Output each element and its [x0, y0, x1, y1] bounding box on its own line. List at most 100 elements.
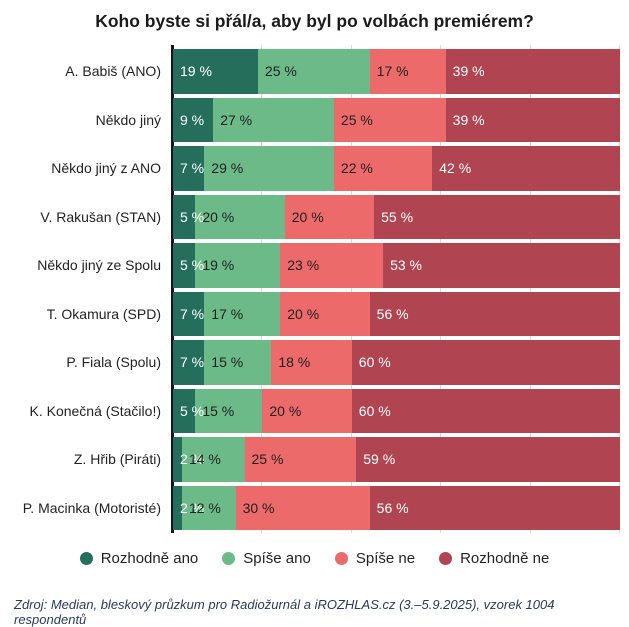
- bar-segment: 25 %: [244, 437, 357, 482]
- bar-segment: 2 %: [173, 437, 204, 482]
- category-label: Někdo jiný: [95, 111, 161, 128]
- value-label: 23 %: [287, 257, 320, 274]
- bar-segment: 29 %: [204, 146, 334, 191]
- legend-color-dot: [222, 552, 236, 565]
- bar-segment: 15 %: [195, 388, 263, 433]
- category-label: P. Macinka (Motoristé): [22, 499, 161, 516]
- stacked-bar: 5 % 15 % 20 % 60 %: [173, 388, 620, 433]
- legend-label: Rozhodně ano: [100, 550, 199, 567]
- stacked-bar: 7 % 29 % 22 % 42 %: [173, 146, 620, 191]
- chart-title: Koho byste si přál/a, aby byl po volbách…: [95, 11, 534, 31]
- value-label: 39 %: [452, 111, 485, 128]
- value-label: 20 %: [202, 208, 235, 225]
- value-label: 56 %: [376, 305, 409, 322]
- value-label: 14 %: [188, 451, 221, 468]
- bar-row: Z. Hřib (Piráti) 2 % 14 % 25 % 59 %: [0, 437, 620, 482]
- bar-segment: 20 %: [280, 291, 370, 336]
- bar-segment: 42 %: [432, 146, 620, 191]
- value-label: 39 %: [452, 63, 485, 80]
- value-label: 15 %: [211, 354, 244, 371]
- value-label: 55 %: [381, 208, 414, 225]
- value-label: 20 %: [291, 208, 324, 225]
- bar-row: Někdo jiný ze Spolu 5 % 19 % 23 % 53 %: [0, 243, 620, 288]
- bar-row: P. Fiala (Spolu) 7 % 15 % 18 % 60 %: [0, 340, 620, 385]
- value-label: 56 %: [376, 499, 409, 516]
- bar-segment: 23 %: [280, 243, 384, 288]
- legend-color-dot: [79, 552, 93, 565]
- value-label: 30 %: [242, 499, 275, 516]
- value-label: 7 %: [180, 160, 205, 177]
- value-label: 5 %: [180, 402, 205, 419]
- bar-segment: 25 %: [257, 49, 370, 94]
- bar-segment: 17 %: [369, 49, 446, 94]
- value-label: 60 %: [358, 402, 391, 419]
- bar-segment: 18 %: [271, 340, 352, 385]
- bar-segment: 17 %: [204, 291, 281, 336]
- value-label: 53 %: [390, 257, 422, 274]
- bar-segment: 14 %: [181, 437, 245, 482]
- stacked-bar-chart: A. Babiš (ANO) 19 % 25 % 17 % 39 % Někdo jiný…: [0, 45, 620, 533]
- bar-segment: 27 %: [213, 97, 334, 142]
- bar-segment: 7 %: [173, 340, 205, 385]
- source-note: Zdroj: Median, bleskový průzkum pro Radi…: [14, 597, 555, 627]
- bar-segment: 19 %: [173, 49, 258, 94]
- value-label: 22 %: [340, 160, 373, 177]
- legend-label: Spíše ano: [243, 550, 311, 567]
- value-label: 19 %: [180, 63, 212, 80]
- bar-segment: 39 %: [445, 97, 620, 142]
- value-label: 19 %: [202, 257, 235, 274]
- value-label: 17 %: [211, 305, 244, 322]
- bar-segment: 30 %: [235, 485, 370, 530]
- bar-segment: 53 %: [383, 243, 620, 288]
- legend-color-dot: [439, 552, 453, 565]
- category-label: T. Okamura (SPD): [46, 305, 161, 322]
- value-label: 12 %: [188, 499, 221, 516]
- bar-segment: 20 %: [262, 388, 352, 433]
- value-label: 2 %: [180, 499, 205, 516]
- bar-rows: A. Babiš (ANO) 19 % 25 % 17 % 39 % Někdo jiný…: [0, 49, 620, 530]
- bar-segment: 9 %: [173, 97, 214, 142]
- value-label: 18 %: [278, 354, 311, 371]
- bar-row: P. Macinka (Motoristé) 2 % 12 % 30 % 56 %: [0, 485, 620, 530]
- category-label: Někdo jiný z ANO: [51, 160, 161, 177]
- bar-segment: 12 %: [181, 485, 236, 530]
- stacked-bar: 9 % 27 % 25 % 39 %: [173, 97, 620, 142]
- stacked-bar: 5 % 19 % 23 % 53 %: [173, 243, 620, 288]
- bar-segment: 59 %: [356, 437, 620, 482]
- category-label: P. Fiala (Spolu): [66, 354, 161, 371]
- stacked-bar: 7 % 15 % 18 % 60 %: [173, 340, 620, 385]
- stacked-bar: 2 % 12 % 30 % 56 %: [173, 485, 620, 530]
- value-label: 20 %: [287, 305, 320, 322]
- category-label: Někdo jiný ze Spolu: [37, 257, 161, 274]
- bar-row: Někdo jiný 9 % 27 % 25 % 39 %: [0, 97, 620, 142]
- bar-segment: 56 %: [369, 291, 620, 336]
- legend-color-dot: [334, 552, 348, 565]
- value-label: 9 %: [180, 111, 205, 128]
- bar-row: T. Okamura (SPD) 7 % 17 % 20 % 56 %: [0, 291, 620, 336]
- bar-segment: 15 %: [204, 340, 272, 385]
- bar-row: A. Babiš (ANO) 19 % 25 % 17 % 39 %: [0, 49, 620, 94]
- bar-segment: 60 %: [351, 388, 620, 433]
- value-label: 42 %: [439, 160, 472, 177]
- legend-item: Rozhodně ano: [79, 550, 199, 567]
- category-label: Z. Hřib (Piráti): [73, 451, 161, 468]
- legend-item: Rozhodně ne: [439, 550, 549, 567]
- bar-segment: 22 %: [333, 146, 433, 191]
- stacked-bar: 19 % 25 % 17 % 39 %: [173, 49, 620, 94]
- bar-segment: 25 %: [333, 97, 446, 142]
- value-label: 60 %: [358, 354, 391, 371]
- bar-row: V. Rakušan (STAN) 5 % 20 % 20 % 55 %: [0, 194, 620, 239]
- value-label: 25 %: [251, 451, 284, 468]
- bar-segment: 39 %: [445, 49, 620, 94]
- bar-segment: 60 %: [351, 340, 620, 385]
- bar-segment: 7 %: [173, 291, 205, 336]
- bar-segment: 7 %: [173, 146, 205, 191]
- category-label: K. Konečná (Stačilo!): [29, 402, 161, 419]
- stacked-bar: 7 % 17 % 20 % 56 %: [173, 291, 620, 336]
- bar-segment: 5 %: [173, 194, 204, 239]
- legend-label: Rozhodně ne: [460, 550, 550, 567]
- value-label: 27 %: [220, 111, 253, 128]
- value-label: 25 %: [264, 63, 297, 80]
- value-label: 7 %: [180, 305, 205, 322]
- value-label: 2 %: [180, 451, 205, 468]
